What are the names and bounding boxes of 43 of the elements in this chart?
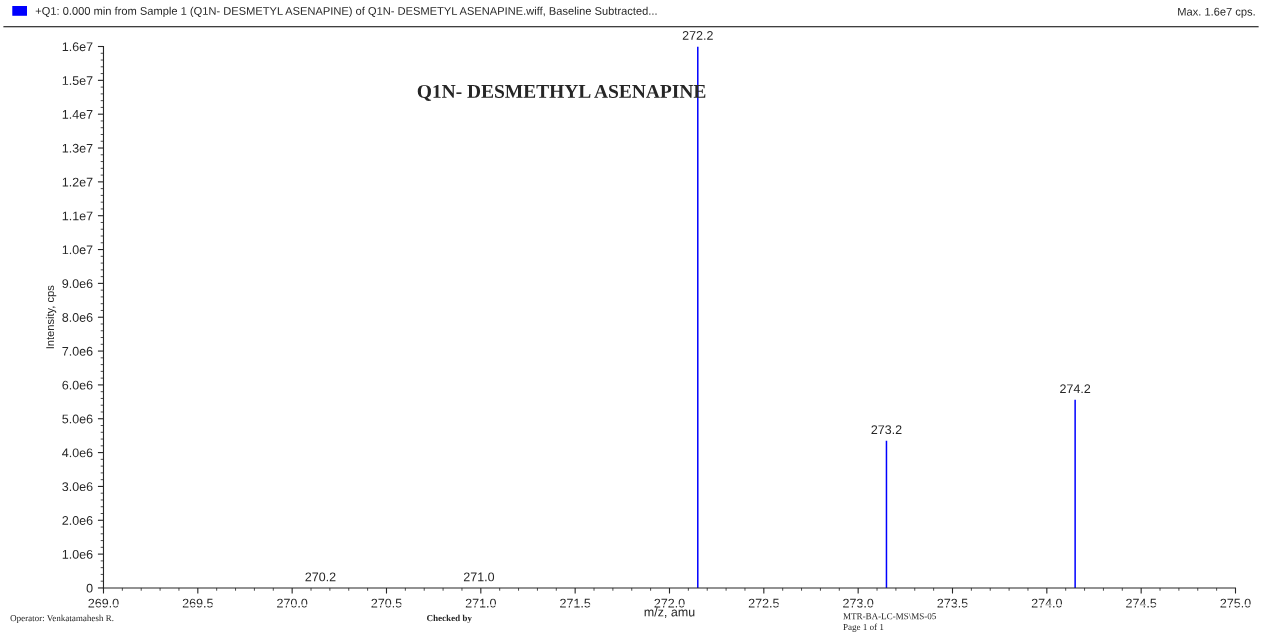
y-tick-label: 9.0e6 (62, 279, 93, 289)
x-tick-label: 269.5 (182, 598, 213, 608)
annotation: 270.2 (305, 572, 336, 582)
y-tick-label: 1.4e7 (62, 110, 93, 119)
x-tick-label: 269.0 (88, 598, 119, 608)
x-tick-label: 273.0 (843, 598, 874, 608)
y-tick-label: 1.0e7 (62, 245, 93, 255)
x-tick-label: 270.0 (277, 598, 308, 608)
text: Page 1 of 1 (843, 623, 884, 632)
text: Max. 1.6e7 cps. (1178, 7, 1255, 18)
y-tick-label: 6.0e6 (62, 380, 93, 390)
y-tick-label: 2.0e6 (62, 516, 93, 525)
y-tick-label: 3.0e6 (62, 482, 93, 492)
annotation: 273.2 (871, 425, 902, 435)
annotation: 271.0 (463, 572, 495, 582)
legend-label: +Q1: 0.000 min from Sample 1 (Q1N- DESMETYL ASENAPINE) of Q1N- DESMETYL ASENAPINE.wiff, Baseline Subtracted... (35, 6, 657, 18)
y-tick-label: 1.5e7 (62, 76, 93, 85)
text: Operator: Venkatamahesh R. (10, 614, 114, 623)
x-tick-label: 272.5 (748, 598, 779, 608)
x-tick-label: 270.5 (371, 598, 402, 608)
annotation: 272.2 (682, 31, 713, 40)
y-tick-label: 1.0e6 (62, 549, 93, 559)
text: Checked by (427, 614, 472, 623)
y-tick-label: 7.0e6 (62, 346, 93, 356)
annotation: 274.2 (1060, 384, 1091, 394)
y-tick-label: 1.6e7 (62, 42, 93, 52)
y-tick-label: 1.2e7 (62, 177, 93, 187)
x-tick-label: 271.0 (465, 598, 496, 608)
x-tick-label: 274.5 (1126, 598, 1157, 608)
y-tick-label: 1.1e7 (62, 211, 93, 221)
text: MTR-BA-LC-MS\MS-05 (843, 613, 936, 620)
y-tick-label: 5.0e6 (62, 414, 93, 424)
x-tick-label: 275.0 (1220, 598, 1251, 608)
y-tick-label: 0 (86, 583, 93, 593)
y-tick-label: 8.0e6 (62, 313, 93, 322)
x-tick-label: 274.0 (1031, 598, 1062, 608)
x-tick-label: 272.0 (654, 598, 685, 608)
x-tick-label: 273.5 (937, 598, 968, 608)
x-tick-label: 271.5 (560, 598, 591, 608)
y-tick-label: 1.3e7 (62, 143, 93, 153)
y-tick-label: 4.0e6 (62, 448, 93, 458)
y-axis-title: Intensity, cps (45, 285, 57, 349)
x-axis-title: m/z, amu (644, 607, 695, 618)
